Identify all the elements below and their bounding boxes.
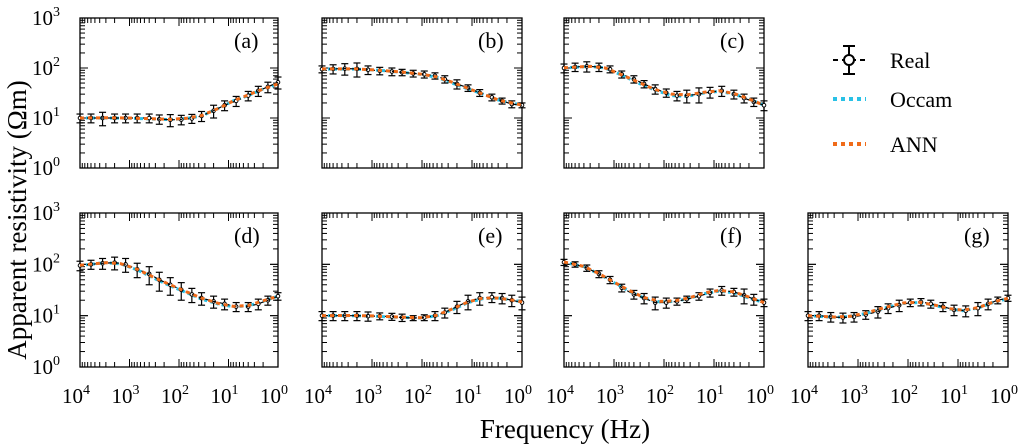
x-tick-label: 101 — [211, 383, 239, 408]
legend: Real Occam ANN — [833, 45, 952, 157]
x-tick-label: 102 — [404, 383, 432, 408]
real-point — [489, 294, 495, 300]
x-tick-label: 104 — [62, 383, 90, 408]
legend-label: Occam — [890, 87, 952, 112]
y-tick-label: 101 — [32, 105, 60, 130]
x-tick-label: 102 — [646, 383, 674, 408]
x-tick-label: 103 — [354, 383, 382, 408]
panel-label: (c) — [720, 28, 744, 53]
panel-label: (d) — [234, 223, 260, 248]
x-tick-label: 101 — [940, 383, 968, 408]
x-tick-label: 100 — [504, 383, 532, 408]
panel-3: (c) — [560, 17, 768, 169]
legend-item-real: Real — [833, 45, 930, 75]
x-tick-label: 100 — [990, 383, 1018, 408]
panel-1: 100 101 102 103 (a) — [32, 5, 282, 180]
real-point — [761, 102, 767, 108]
legend-label: Real — [890, 48, 930, 73]
panel-7: 104 103 102 101 100 (g) — [790, 212, 1018, 408]
x-tick-label: 104 — [790, 383, 818, 408]
x-tick-label: 103 — [840, 383, 868, 408]
panel-label: (f) — [720, 223, 742, 248]
x-tick-label: 101 — [696, 383, 724, 408]
legend-item-occam: Occam — [833, 87, 952, 112]
panel-2: (b) — [318, 17, 526, 169]
ann-series — [321, 296, 523, 320]
x-tick-label: 102 — [890, 383, 918, 408]
panel-4: 100 101 102 103 104 103 102 101 100 (d) — [32, 200, 288, 408]
y-tick-label: 100 — [32, 354, 60, 379]
x-axis-label: Frequency (Hz) — [480, 414, 650, 444]
occam-series — [80, 82, 279, 122]
y-tick-label: 102 — [32, 55, 60, 80]
ann-series — [563, 64, 765, 107]
ann-series — [563, 260, 765, 304]
real-point — [275, 293, 281, 299]
panel-label: (b) — [478, 28, 504, 53]
panel-6: 104 103 102 101 100 (f) — [546, 212, 774, 408]
panel-label: (a) — [234, 28, 258, 53]
real-series — [563, 261, 765, 304]
ann-series — [79, 82, 279, 121]
y-tick-label: 102 — [32, 251, 60, 276]
y-tick-label: 103 — [32, 5, 60, 30]
ann-series — [807, 296, 1009, 319]
x-tick-label: 100 — [260, 383, 288, 408]
x-tick-label: 103 — [596, 383, 624, 408]
x-tick-label: 101 — [454, 383, 482, 408]
y-tick-label: 100 — [32, 155, 60, 180]
legend-real-marker — [843, 54, 855, 66]
x-tick-label: 104 — [546, 383, 574, 408]
x-tick-label: 102 — [161, 383, 189, 408]
x-tick-label: 100 — [746, 383, 774, 408]
panel-5: 104 103 102 101 100 (e) — [304, 212, 532, 408]
x-tick-label: 103 — [112, 383, 140, 408]
ann-series — [322, 67, 523, 107]
y-axis-label: Apparent resistivity (Ωm) — [2, 80, 32, 360]
legend-label: ANN — [890, 132, 938, 157]
y-tick-label: 103 — [32, 200, 60, 225]
panel-label: (g) — [964, 223, 990, 248]
x-tick-label: 104 — [304, 383, 332, 408]
real-series — [80, 81, 279, 121]
ann-series — [79, 261, 279, 308]
y-tick-label: 101 — [32, 303, 60, 328]
panel-label: (e) — [478, 223, 502, 248]
legend-item-ann: ANN — [833, 132, 938, 157]
